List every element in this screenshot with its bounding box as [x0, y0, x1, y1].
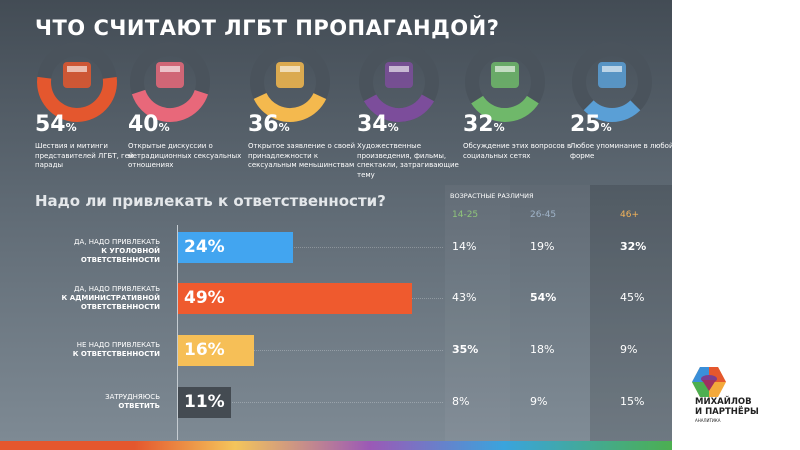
age-column-14-25 [445, 185, 510, 450]
answer-label-line: ДА, НАДО ПРИВЛЕКАТЬ [73, 284, 160, 293]
answer-bar: 11% [178, 387, 231, 418]
brand-line-1: МИХАЙЛОВ [695, 397, 752, 407]
answer-label-line: ОТВЕТСТВЕННОСТИ [80, 302, 160, 311]
answer-label: ДА, НАДО ПРИВЛЕКАТЬ К УГОЛОВНОЙ ОТВЕТСТВ… [40, 238, 160, 265]
age-value: 43% [452, 291, 477, 304]
category-percent: 25% [570, 112, 612, 137]
brand-line-2: И ПАРТНЁРЫ [695, 407, 759, 417]
brand-line-3: АНАЛИТИКА [695, 418, 721, 423]
category-percent: 54% [35, 112, 77, 137]
page-title: ЧТО СЧИТАЮТ ЛГБТ ПРОПАГАНДОЙ? [35, 16, 500, 40]
category-description: Открытые дискуссии о нетрадиционных секс… [128, 142, 242, 169]
category-description: Шествия и митинги представителей ЛГБТ, г… [35, 142, 137, 169]
row-guide [178, 402, 443, 403]
answer-label-line: К ОТВЕТСТВЕННОСТИ [72, 350, 160, 358]
age-label-46-plus: 46+ [620, 210, 639, 220]
age-value: 8% [452, 395, 470, 408]
rainbow-scarf-icon [250, 42, 330, 122]
category-percent: 34% [357, 112, 399, 137]
answer-label-line: ДА, НАДО ПРИВЛЕКАТЬ [73, 238, 160, 246]
answer-label: НЕ НАДО ПРИВЛЕКАТЬ К ОТВЕТСТВЕННОСТИ [40, 341, 160, 359]
category-description: Любое упоминание в любой форме [570, 142, 672, 160]
answer-label-line: К АДМИНИСТРАТИВНОЙ [61, 293, 160, 302]
bar-axis [177, 225, 178, 440]
answer-label-line: ОТВЕТИТЬ [118, 402, 160, 410]
category-description: Обсуждение этих вопросов в социальных се… [463, 142, 572, 160]
question-heading: Надо ли привлекать к ответственности? [35, 192, 386, 210]
age-value: 9% [530, 395, 548, 408]
answer-bar: 16% [178, 335, 255, 366]
age-column-26-45 [510, 185, 590, 450]
category-description: Открытое заявление о своей принадлежност… [248, 142, 356, 169]
category-percent: 40% [128, 112, 170, 137]
age-value: 9% [620, 343, 638, 356]
age-value: 15% [620, 395, 645, 408]
age-column-46-plus [590, 185, 672, 450]
age-value: 14% [452, 240, 477, 253]
age-value: 45% [620, 291, 645, 304]
age-value: 19% [530, 240, 555, 253]
category-description: Художественные произведения, фильмы, спе… [357, 142, 459, 179]
category-percent: 32% [463, 112, 505, 137]
row-guide [178, 350, 443, 351]
answer-bar: 24% [178, 232, 293, 263]
brand-panel [672, 0, 800, 450]
answer-label: ЗАТРУДНЯЮСЬ ОТВЕТИТЬ [40, 393, 160, 411]
microphone-icon [130, 42, 210, 122]
infographic: ЧТО СЧИТАЮТ ЛГБТ ПРОПАГАНДОЙ? 54% Шестви… [0, 0, 672, 450]
brand-name: МИХАЙЛОВ И ПАРТНЁРЫ АНАЛИТИКА [695, 397, 759, 424]
answer-label-line: ЗАТРУДНЯЮСЬ [105, 393, 160, 401]
age-heading: ВОЗРАСТНЫЕ РАЗЛИЧИЯ [450, 192, 534, 200]
category-percent: 36% [248, 112, 290, 137]
answer-bar: 49% [178, 283, 413, 314]
age-label-26-45: 26-45 [530, 210, 557, 220]
age-value: 18% [530, 343, 555, 356]
brand-logo-icon [692, 367, 726, 397]
popsicle-icon [572, 42, 652, 122]
theater-stage-icon [359, 42, 439, 122]
rainbow-flag-icon [37, 42, 117, 122]
answer-label-line: НЕ НАДО ПРИВЛЕКАТЬ [76, 341, 160, 349]
age-value: 32% [620, 240, 647, 253]
age-value: 54% [530, 291, 557, 304]
rainbow-strip [0, 441, 672, 450]
age-label-14-25: 14-25 [452, 210, 479, 220]
row-guide [178, 247, 443, 248]
answer-label-line: К УГОЛОВНОЙ ОТВЕТСТВЕННОСТИ [80, 247, 160, 264]
answer-label: ДА, НАДО ПРИВЛЕКАТЬ К АДМИНИСТРАТИВНОЙ О… [40, 285, 160, 312]
age-value: 35% [452, 343, 479, 356]
social-media-icon [465, 42, 545, 122]
